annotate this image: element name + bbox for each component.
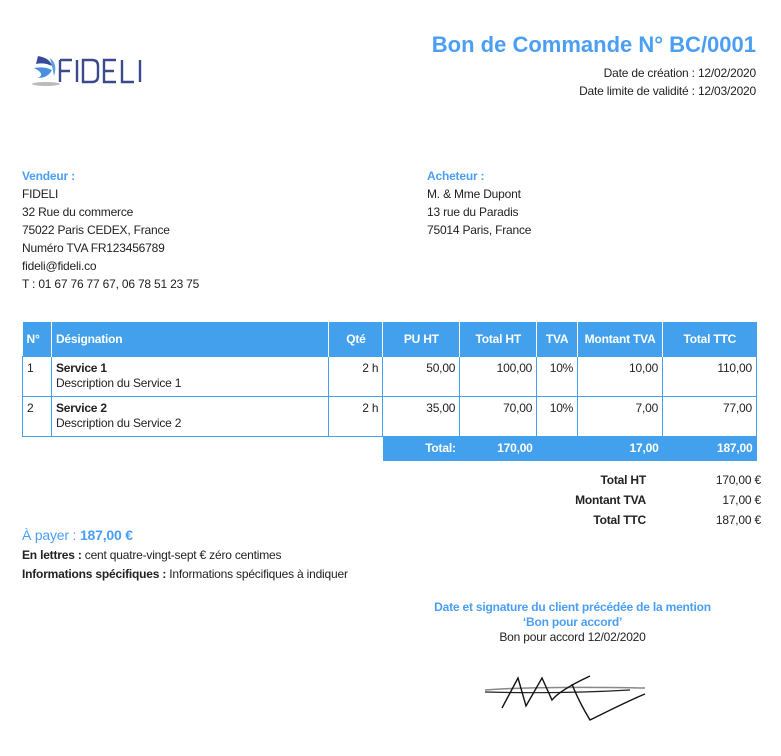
- buyer-block: Acheteur : M. & Mme Dupont 13 rue du Par…: [427, 167, 531, 239]
- item-description: Description du Service 1: [55, 376, 182, 390]
- buyer-label: Acheteur :: [427, 169, 485, 183]
- cell-qty: 2 h: [328, 396, 384, 437]
- specific-value: Informations spécifiques à indiquer: [169, 567, 348, 581]
- table-header-row: N° Désignation Qté PU HT Total HT TVA Mo…: [22, 322, 757, 357]
- cell-tva: 10%: [536, 396, 579, 437]
- amount-due-label: À payer :: [22, 527, 77, 543]
- cell-tva-amount: 7,00: [577, 396, 664, 437]
- cell-tva-amount: 10,00: [577, 356, 664, 397]
- table-total-row: Total: 170,00 17,00 187,00: [22, 436, 757, 461]
- creation-date: Date de création : 12/02/2020: [603, 66, 757, 80]
- summary-label: Montant TVA: [575, 493, 646, 507]
- cell-tva: 10%: [536, 356, 579, 397]
- summary-value: 170,00 €: [715, 473, 761, 487]
- seller-line: T : 01 67 76 77 67, 06 78 51 23 75: [22, 277, 200, 291]
- seller-label: Vendeur :: [22, 169, 75, 183]
- total-tva-amount: 17,00: [577, 436, 663, 461]
- total-label: Total:: [382, 436, 460, 461]
- specific-info: Informations spécifiques : Informations …: [22, 565, 348, 584]
- buyer-line: 13 rue du Paradis: [427, 205, 519, 219]
- cell-number: 2: [22, 396, 52, 437]
- seller-block: Vendeur : FIDELI 32 Rue du commerce 7502…: [22, 167, 199, 293]
- col-total-ht: Total HT: [459, 322, 538, 357]
- cell-total-ttc: 110,00: [662, 356, 757, 397]
- signature-text: Bon pour accord 12/02/2020: [499, 630, 646, 644]
- col-unit-price: PU HT: [382, 322, 461, 357]
- summary-value: 17,00 €: [722, 493, 761, 507]
- blank-cell: [22, 436, 383, 461]
- seller-line: 75022 Paris CEDEX, France: [22, 223, 170, 237]
- col-tva-amount: Montant TVA: [577, 322, 664, 357]
- buyer-line: M. & Mme Dupont: [427, 187, 521, 201]
- items-table: N° Désignation Qté PU HT Total HT TVA Mo…: [22, 322, 757, 461]
- total-ht: 170,00: [459, 436, 537, 461]
- seller-line: 32 Rue du commerce: [22, 205, 134, 219]
- cell-designation: Service 2 Description du Service 2: [50, 396, 330, 437]
- fideli-logo: [32, 56, 142, 86]
- col-total-ttc: Total TTC: [662, 322, 757, 357]
- amount-due: À payer : 187,00 €: [22, 527, 133, 543]
- cell-designation: Service 1 Description du Service 1: [50, 356, 330, 397]
- summary-label: Total TTC: [593, 513, 646, 527]
- amount-due-value: 187,00 €: [79, 527, 133, 543]
- col-qty: Qté: [328, 322, 384, 357]
- cell-total-ht: 70,00: [459, 396, 538, 437]
- seller-line: fideli@fideli.co: [22, 259, 97, 273]
- summary-label: Total HT: [600, 473, 646, 487]
- signature-image: [484, 675, 646, 721]
- seller-line: FIDELI: [22, 187, 59, 201]
- col-designation: Désignation: [51, 322, 330, 357]
- table-row: 2 Service 2 Description du Service 2 2 h …: [22, 396, 757, 437]
- summary-value: 187,00 €: [715, 513, 761, 527]
- summary-row: Total HT 170,00 €: [466, 470, 761, 490]
- cell-unit-price: 50,00: [382, 356, 461, 397]
- item-name: Service 2: [55, 401, 107, 415]
- summary-row: Montant TVA 17,00 €: [466, 490, 761, 510]
- words-label: En lettres :: [22, 548, 82, 562]
- seller-line: Numéro TVA FR123456789: [22, 241, 165, 255]
- total-ttc: 187,00: [662, 436, 757, 461]
- col-tva: TVA: [536, 322, 579, 357]
- amount-in-words: En lettres : cent quatre-vingt-sept € zé…: [22, 546, 348, 565]
- col-number: N°: [22, 322, 52, 357]
- totals-summary: Total HT 170,00 € Montant TVA 17,00 € Tota…: [466, 470, 761, 530]
- cell-total-ht: 100,00: [459, 356, 538, 397]
- cell-number: 1: [22, 356, 52, 397]
- summary-row: Total TTC 187,00 €: [466, 510, 761, 530]
- specific-label: Informations spécifiques :: [22, 567, 167, 581]
- signature-block: Date et signature du client précédée de …: [420, 600, 725, 645]
- extra-info: En lettres : cent quatre-vingt-sept € zé…: [22, 546, 348, 584]
- item-description: Description du Service 2: [55, 416, 182, 430]
- signature-heading: Date et signature du client précédée de …: [434, 600, 711, 629]
- buyer-line: 75014 Paris, France: [427, 223, 532, 237]
- table-row: 1 Service 1 Description du Service 1 2 h …: [22, 356, 757, 397]
- blank-cell: [536, 436, 578, 461]
- validity-date: Date limite de validité : 12/03/2020: [579, 84, 756, 98]
- cell-total-ttc: 77,00: [662, 396, 757, 437]
- words-value: cent quatre-vingt-sept € zéro centimes: [84, 548, 282, 562]
- document-title: Bon de Commande N° BC/0001: [431, 32, 756, 57]
- cell-qty: 2 h: [328, 356, 384, 397]
- item-name: Service 1: [55, 361, 107, 375]
- cell-unit-price: 35,00: [382, 396, 461, 437]
